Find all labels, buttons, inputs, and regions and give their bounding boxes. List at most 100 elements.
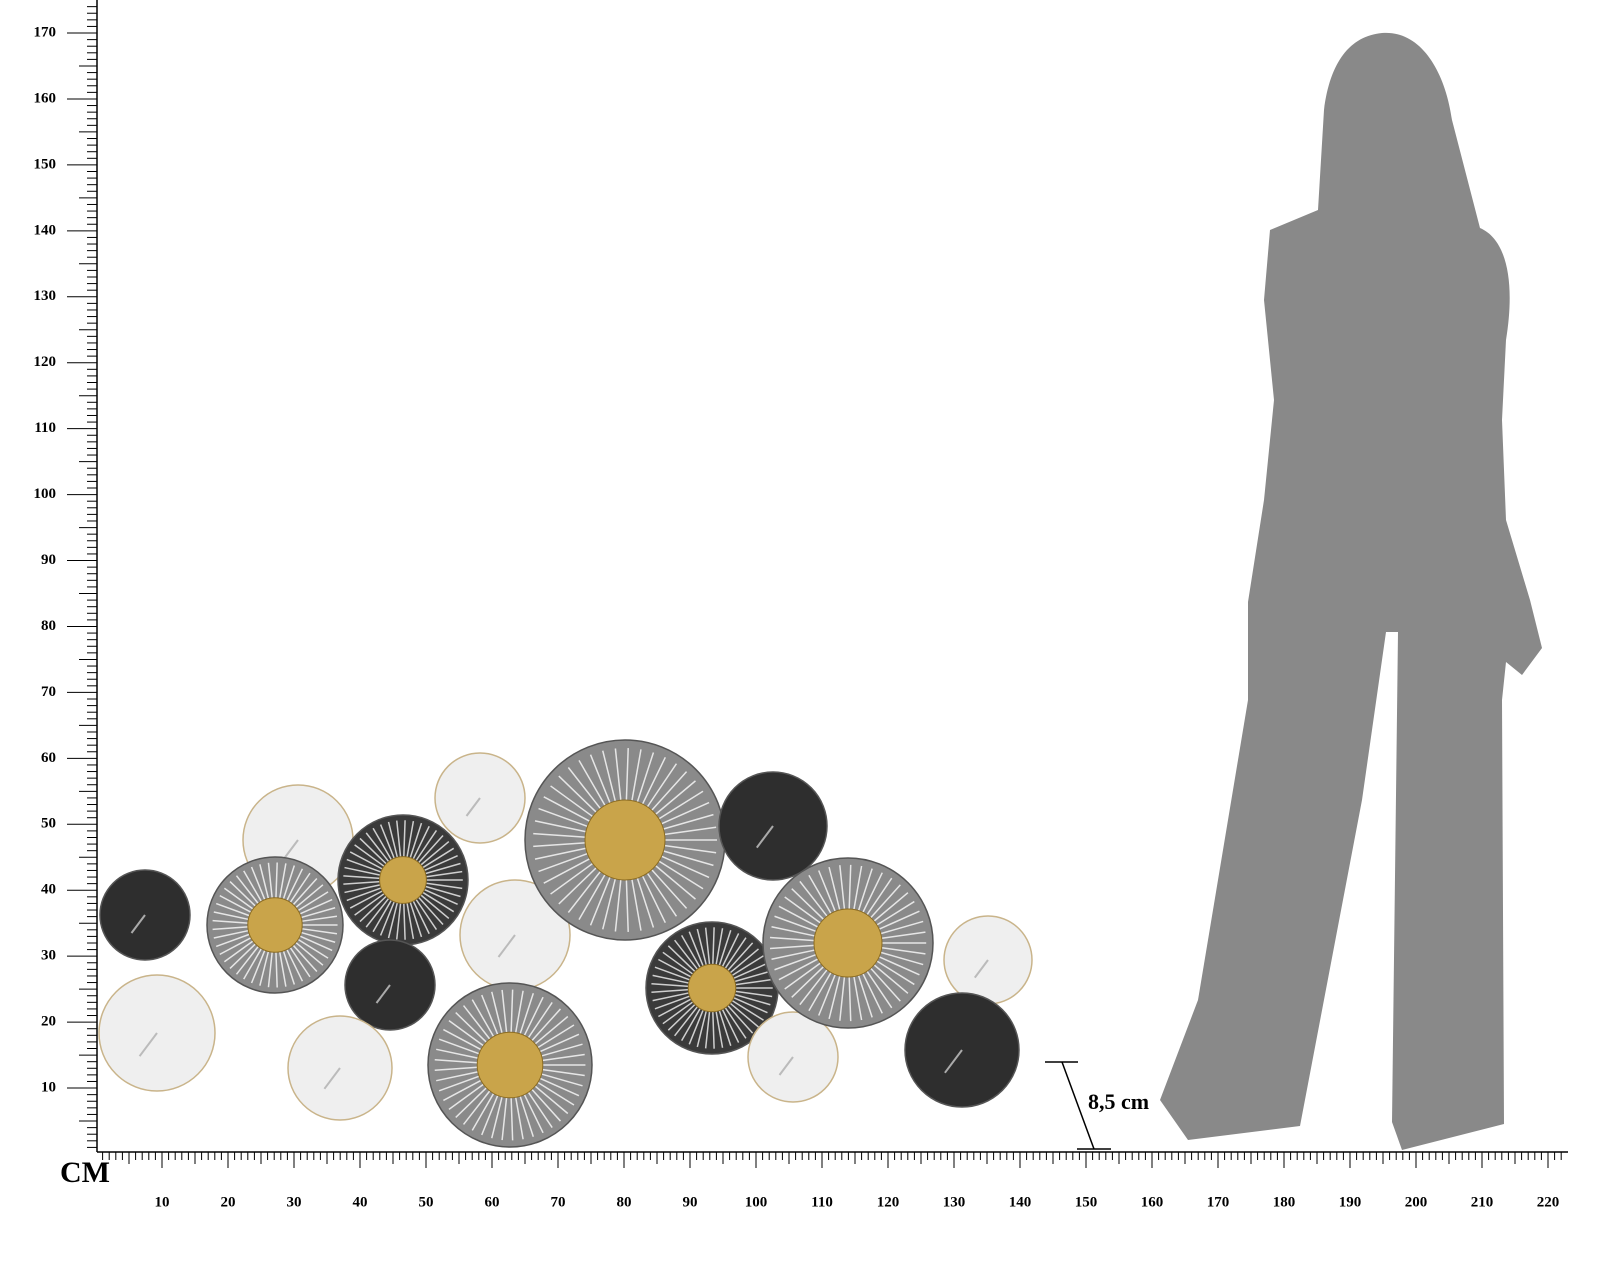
petal: [415, 830, 438, 862]
petal: [215, 932, 253, 948]
petal: [639, 756, 667, 809]
flower-center: [476, 1031, 544, 1099]
petal: [417, 835, 444, 864]
petal: [712, 927, 715, 965]
petal: [771, 926, 820, 938]
y-label: 70: [41, 684, 56, 700]
petal: [630, 874, 642, 931]
x-label: 80: [617, 1194, 632, 1210]
petal: [481, 994, 500, 1039]
flower-center: [687, 963, 737, 1013]
petal: [243, 870, 264, 905]
petal: [417, 896, 444, 925]
petal: [284, 946, 304, 982]
y-label: 130: [34, 288, 57, 304]
x-label: 200: [1405, 1194, 1428, 1210]
y-label: 60: [41, 750, 56, 766]
petal: [538, 807, 593, 829]
petal: [784, 959, 825, 990]
petal: [518, 993, 535, 1038]
petal: [354, 892, 386, 916]
x-label: 170: [1207, 1194, 1230, 1210]
petal: [424, 862, 461, 875]
petal: [284, 868, 304, 904]
petal: [852, 865, 863, 914]
petal: [443, 1077, 486, 1102]
y-label: 100: [34, 486, 57, 502]
petal: [674, 1005, 699, 1037]
petal: [651, 780, 696, 819]
petal: [250, 866, 267, 904]
petal: [521, 996, 544, 1040]
petal: [567, 867, 605, 913]
petal: [533, 832, 591, 839]
petal: [848, 972, 852, 1022]
petal: [297, 930, 336, 943]
petal: [510, 1093, 514, 1141]
leaf-vein: [497, 934, 516, 958]
petal: [531, 1082, 569, 1115]
petal: [635, 873, 655, 928]
petal: [643, 868, 678, 917]
petal: [876, 950, 924, 966]
petal: [537, 1043, 583, 1058]
petal: [839, 865, 846, 914]
petal: [537, 1072, 583, 1087]
leaf-vein: [944, 1049, 963, 1074]
petal: [423, 854, 458, 872]
petal: [724, 937, 747, 970]
petal: [614, 748, 623, 806]
petal: [471, 999, 497, 1041]
petal: [213, 911, 252, 921]
petal: [259, 947, 270, 986]
y-label: 160: [34, 90, 57, 106]
petal: [662, 1000, 694, 1025]
petal: [654, 857, 704, 890]
petal: [514, 1093, 524, 1140]
petal: [799, 880, 831, 921]
petal: [799, 965, 831, 1006]
petal: [215, 902, 253, 918]
petal: [543, 855, 595, 884]
petal: [491, 991, 504, 1038]
x-label: 90: [683, 1194, 698, 1210]
petal: [589, 872, 613, 926]
petal: [774, 915, 821, 934]
petal: [534, 846, 591, 860]
petal: [462, 1087, 493, 1125]
petal: [721, 1008, 740, 1043]
petal: [654, 966, 691, 981]
petal: [436, 1070, 483, 1082]
petal: [715, 1010, 724, 1048]
petal: [344, 866, 381, 877]
petal: [412, 825, 430, 860]
petal: [259, 864, 270, 903]
x-label: 70: [551, 1194, 566, 1210]
leaf-vein: [778, 1056, 794, 1076]
petal: [652, 992, 690, 1002]
petal: [372, 827, 393, 861]
petal: [415, 898, 438, 930]
petal: [535, 1033, 580, 1055]
petal: [212, 919, 252, 925]
petal: [625, 748, 629, 806]
leaf-vein: [755, 825, 774, 849]
x-label: 210: [1471, 1194, 1494, 1210]
petal: [294, 891, 329, 914]
petal: [510, 989, 514, 1037]
petal: [501, 989, 508, 1037]
petal: [297, 907, 336, 920]
petal: [718, 1009, 732, 1046]
petal: [724, 1006, 747, 1039]
petal: [455, 1012, 490, 1046]
x-label: 110: [811, 1194, 833, 1210]
petal: [434, 1058, 482, 1064]
petal: [343, 875, 381, 880]
y-label: 80: [41, 618, 56, 634]
petal: [688, 1009, 705, 1045]
petal: [219, 935, 255, 956]
flower-center: [584, 799, 666, 881]
petal: [658, 998, 692, 1018]
petal: [406, 820, 415, 858]
petal: [874, 954, 920, 976]
